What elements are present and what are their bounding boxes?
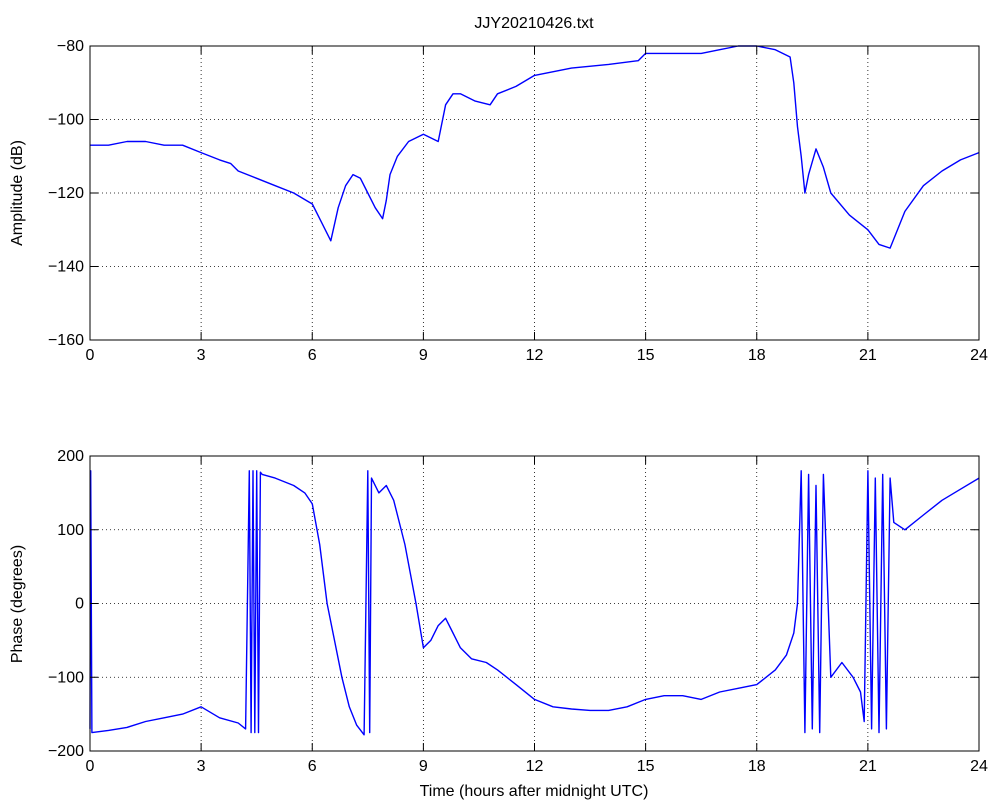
phase-y-tick-label: 200 [57, 448, 84, 465]
amplitude-x-tick-label: 3 [197, 347, 206, 364]
amplitude-panel: JJY20210426.txt Amplitude (dB) 0 3 6 9 12 15 1… [9, 15, 988, 364]
phase-series [89, 470, 980, 736]
amplitude-x-tick-label: 12 [526, 347, 544, 364]
phase-x-tick-label: 12 [526, 758, 544, 775]
phase-y-tick-label: −100 [48, 669, 84, 686]
phase-x-tick-label: 9 [419, 758, 428, 775]
phase-x-tick-label: 3 [197, 758, 206, 775]
amplitude-series [90, 45, 980, 249]
amplitude-x-tick-label: 24 [970, 347, 988, 364]
amplitude-series-line [90, 45, 980, 249]
phase-y-tick-label: 100 [57, 522, 84, 539]
phase-series-line [89, 470, 980, 736]
amplitude-y-tick-label: −140 [48, 259, 84, 276]
phase-y-axis-label: Phase (degrees) [9, 545, 26, 663]
amplitude-y-axis-label: Amplitude (dB) [9, 140, 26, 246]
phase-x-tick-label: 0 [86, 758, 95, 775]
amplitude-y-tick-label: −160 [48, 332, 84, 349]
amplitude-y-tick-label: −100 [48, 112, 84, 129]
amplitude-x-tick-label: 15 [637, 347, 655, 364]
phase-x-axis-label: Time (hours after midnight UTC) [420, 783, 649, 800]
phase-x-tick-label: 6 [308, 758, 317, 775]
phase-panel: Phase (degrees) Time (hours after midnig… [9, 448, 988, 800]
phase-x-tick-label: 24 [970, 758, 988, 775]
phase-y-tick-label: 0 [75, 596, 84, 613]
phase-x-tick-label: 21 [859, 758, 877, 775]
amplitude-x-tick-label: 9 [419, 347, 428, 364]
amplitude-y-tick-label: −120 [48, 185, 84, 202]
chart-title: JJY20210426.txt [474, 15, 594, 32]
amplitude-x-tick-label: 21 [859, 347, 877, 364]
phase-x-tick-label: 15 [637, 758, 655, 775]
amplitude-x-tick-label: 0 [86, 347, 95, 364]
amplitude-x-tick-label: 6 [308, 347, 317, 364]
amplitude-y-tick-label: −80 [57, 38, 84, 55]
phase-y-tick-label: −200 [48, 743, 84, 760]
phase-x-tick-label: 18 [748, 758, 766, 775]
amplitude-x-tick-label: 18 [748, 347, 766, 364]
phase-ticks: 0 3 6 9 12 15 18 21 24 −200 −100 0 100 200 [48, 448, 988, 775]
amplitude-ticks: 0 3 6 9 12 15 18 21 24 −160 −140 −120 −100 −80 [48, 38, 988, 364]
